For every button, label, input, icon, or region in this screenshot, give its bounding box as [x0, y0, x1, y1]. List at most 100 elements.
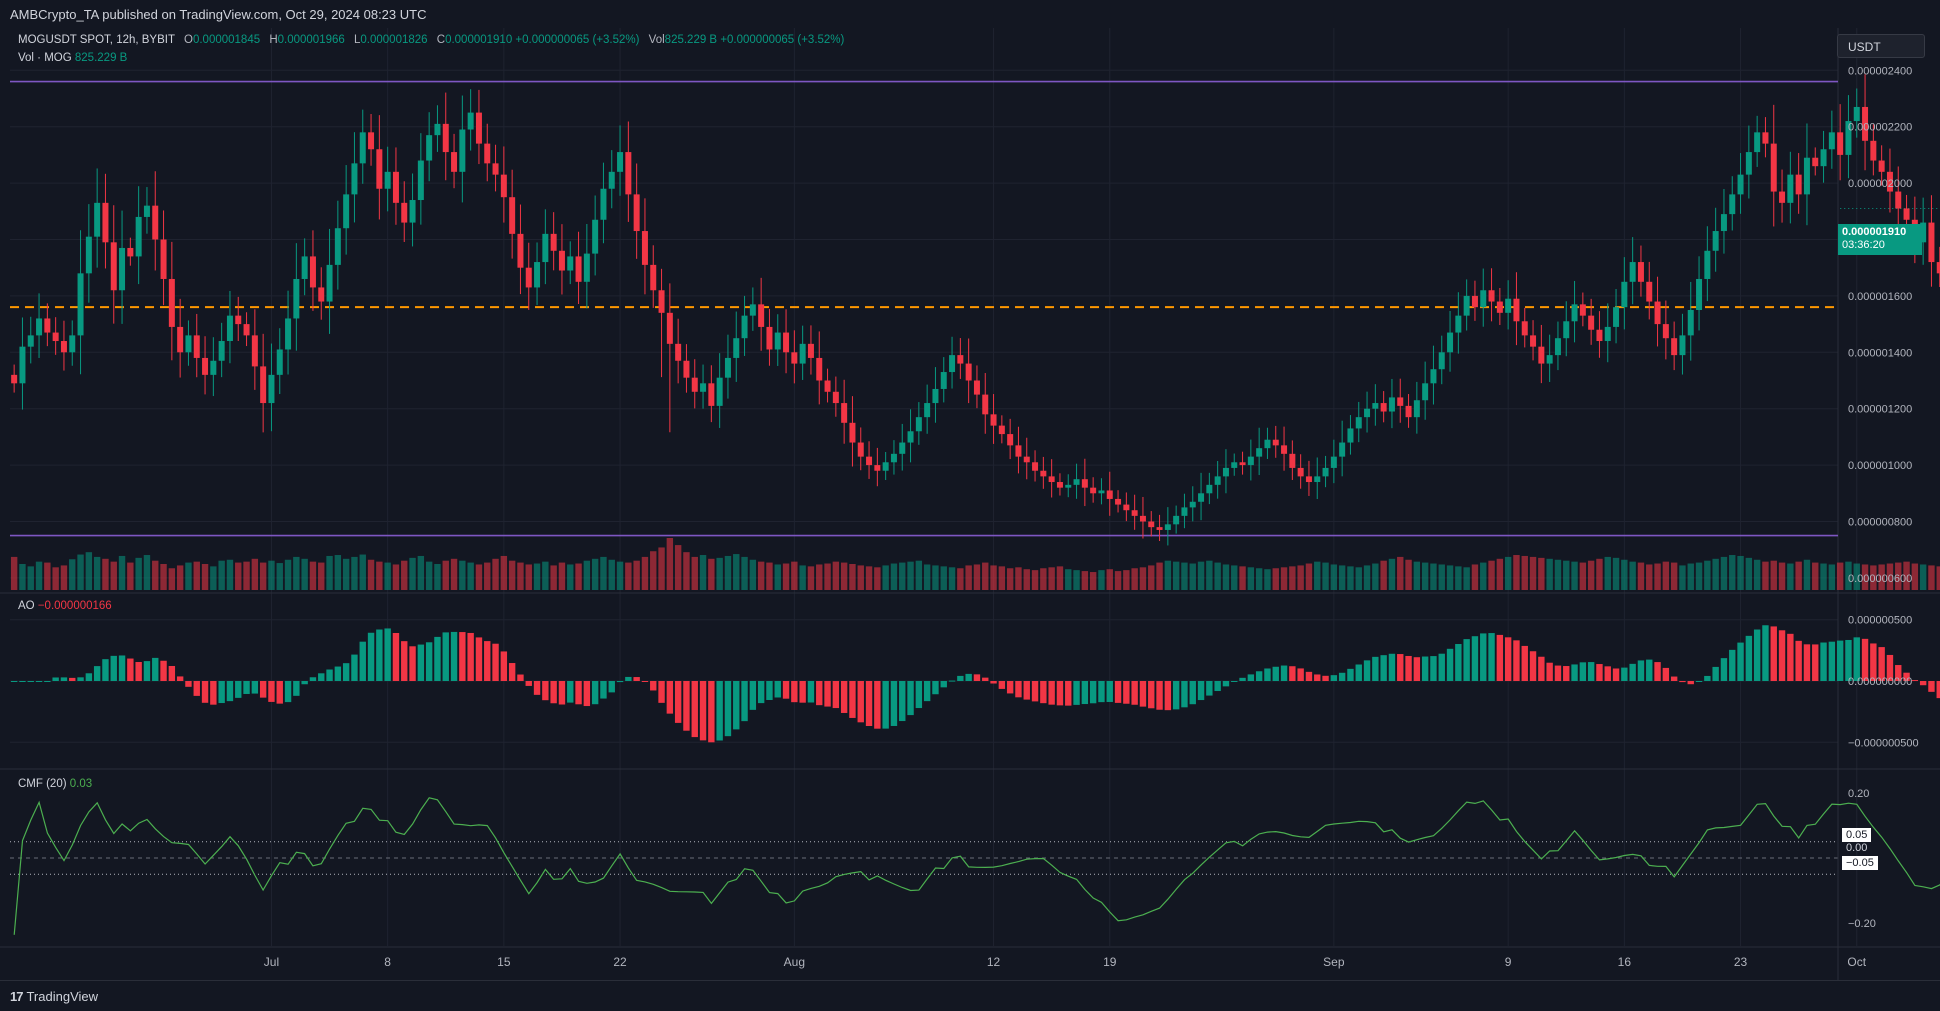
- price-tick-label: 0.000000800: [1848, 517, 1912, 529]
- candle: [177, 326, 184, 353]
- candle: [1596, 329, 1603, 342]
- ao-bar: [1438, 653, 1445, 681]
- ao-bar: [1148, 681, 1155, 709]
- ao-bar: [699, 681, 707, 741]
- candle: [982, 394, 989, 415]
- symbol-label[interactable]: MOGUSDT SPOT, 12h, BYBIT: [18, 34, 175, 46]
- ao-bar: [1612, 668, 1620, 681]
- candle: [1729, 194, 1736, 215]
- candle: [1281, 445, 1288, 454]
- volume-bar: [1073, 570, 1080, 590]
- price-tick-label: 0.000001000: [1848, 460, 1912, 472]
- pane-borders: [0, 28, 1940, 980]
- ao-bar: [1679, 681, 1686, 683]
- volume-bar: [575, 563, 582, 590]
- volume-bar: [567, 564, 574, 590]
- volume-bar: [1621, 559, 1628, 590]
- candle: [235, 315, 242, 325]
- volume-bar: [19, 564, 26, 590]
- candle: [766, 326, 773, 350]
- volume-bar: [940, 566, 947, 590]
- ao-bar: [691, 681, 698, 738]
- candle: [409, 200, 416, 223]
- time-tick-label: 9: [1505, 955, 1512, 969]
- candle: [19, 346, 26, 384]
- ao-label[interactable]: AO: [18, 600, 35, 612]
- volume-bar: [1098, 570, 1105, 590]
- volume-bar: [1388, 558, 1396, 590]
- candle: [459, 129, 466, 172]
- volume-bar: [508, 560, 516, 590]
- candle: [1754, 132, 1761, 153]
- candle: [1413, 400, 1420, 418]
- ao-bar: [1845, 639, 1852, 681]
- ao-bar: [77, 677, 84, 681]
- volume-bar: [1222, 564, 1230, 590]
- chart-canvas[interactable]: 0.000002400 0.000002200 0.000002000 0.00000…: [0, 0, 1940, 980]
- ao-bar: [1720, 658, 1728, 681]
- volume-bar: [309, 561, 317, 590]
- volume-bar: [857, 565, 864, 590]
- ao-bar: [666, 681, 674, 714]
- candle: [882, 462, 889, 471]
- volume-bar: [500, 555, 508, 590]
- volume-bar: [1488, 560, 1495, 590]
- ao-bar: [135, 662, 142, 681]
- ao-bar: [674, 681, 682, 723]
- open-value: 0.000001845: [192, 34, 261, 46]
- ao-bar: [193, 681, 200, 696]
- ao-bar: [384, 628, 391, 681]
- volume-bar: [882, 565, 889, 590]
- volume-bar: [342, 558, 350, 590]
- ao-bar: [1836, 640, 1844, 681]
- volume-bar: [932, 565, 939, 590]
- cmf-tick-label: −0.20: [1848, 918, 1876, 930]
- ao-bar: [1919, 681, 1927, 686]
- ao-bar: [1305, 671, 1313, 681]
- time-tick-label: 8: [384, 955, 391, 969]
- candle: [617, 152, 624, 172]
- candle: [1903, 208, 1910, 220]
- candle: [1654, 301, 1661, 325]
- ao-bar: [102, 659, 109, 681]
- volume-bar: [1421, 562, 1429, 590]
- volume-bar: [998, 566, 1006, 590]
- ao-bar: [1314, 674, 1321, 681]
- ao-bar: [1704, 675, 1711, 681]
- ao-bar: [392, 632, 400, 681]
- cmf-label[interactable]: CMF (20): [18, 778, 67, 790]
- candle: [318, 287, 325, 302]
- volume-label[interactable]: Vol · MOG: [18, 52, 72, 64]
- volume-bar: [102, 558, 109, 590]
- volume-bar: [1571, 561, 1578, 590]
- candle: [475, 112, 482, 144]
- candle: [1671, 338, 1678, 356]
- candle: [1820, 149, 1827, 167]
- volume-bar: [417, 555, 425, 590]
- volume-bar: [616, 561, 624, 590]
- volume-bar: [1123, 570, 1130, 590]
- candle: [1679, 335, 1686, 356]
- volume-bar: [874, 567, 881, 590]
- candle: [1480, 290, 1487, 308]
- ao-bar: [1762, 625, 1769, 681]
- ao-bar: [625, 676, 632, 681]
- candle: [401, 202, 408, 223]
- last-price-value: 0.000001910: [1842, 226, 1907, 238]
- volume-bar: [268, 560, 275, 590]
- candle: [1115, 498, 1122, 505]
- volume-bar: [683, 552, 690, 590]
- candle: [567, 256, 574, 271]
- ao-bar: [890, 681, 898, 726]
- ao-bar: [1388, 653, 1396, 681]
- volume-bar: [816, 564, 823, 590]
- candle: [102, 202, 109, 243]
- ao-bar: [309, 677, 317, 681]
- volume-bar: [1031, 570, 1039, 590]
- currency-button[interactable]: USDT: [1837, 34, 1925, 58]
- ao-bar: [558, 681, 566, 705]
- tradingview-brand[interactable]: 17 TradingView: [10, 989, 98, 1004]
- ao-bar: [957, 675, 964, 681]
- tradingview-logo-icon: 17: [10, 989, 24, 1004]
- ao-bar: [93, 666, 101, 681]
